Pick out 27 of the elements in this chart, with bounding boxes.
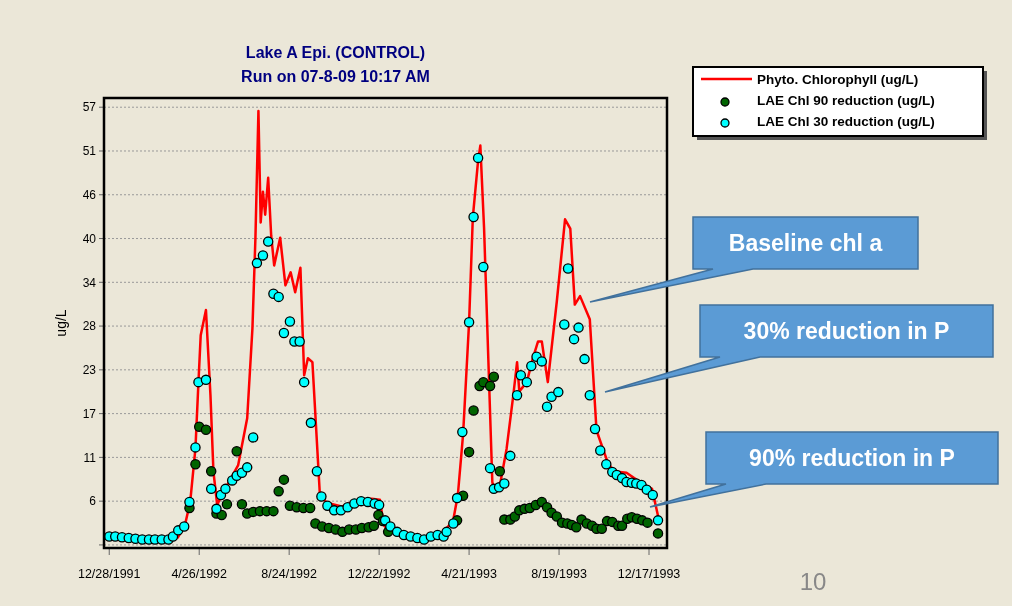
y-tick-label: 28 xyxy=(82,319,97,334)
legend-label: Phyto. Chlorophyll (ug/L) xyxy=(757,71,919,87)
y-tick-label: 11 xyxy=(83,450,97,465)
y-axis-title: ug/L xyxy=(53,309,69,337)
x-tick-label: 8/24/1992 xyxy=(261,567,318,581)
text: 10 xyxy=(799,568,827,595)
y-tick-label: 51 xyxy=(82,144,97,159)
x-tick-label: 4/26/1992 xyxy=(171,567,228,581)
text: Baseline chl a xyxy=(728,230,883,257)
y-tick-label: 23 xyxy=(82,363,97,378)
legend-label: LAE Chl 90 reduction (ug/L) xyxy=(757,92,935,108)
y-tick-label: 34 xyxy=(82,275,97,290)
y-tick-label: 57 xyxy=(82,100,97,115)
chart-subtitle: Run on 07-8-09 10:17 AM xyxy=(241,68,430,85)
y-tick-label: 46 xyxy=(82,187,97,202)
y-tick-label: 17 xyxy=(82,406,97,421)
y-tick-label: 6 xyxy=(89,494,97,509)
x-tick-label: 12/17/1993 xyxy=(617,567,681,581)
y-tick-label: 40 xyxy=(82,231,97,246)
x-tick-label: 8/19/1993 xyxy=(531,567,587,581)
x-tick-label: 12/22/1992 xyxy=(347,567,411,581)
x-tick-label: 12/28/1991 xyxy=(77,567,141,581)
legend-label: LAE Chl 30 reduction (ug/L) xyxy=(757,113,935,129)
text: 30% reduction in P xyxy=(743,318,950,345)
text: 90% reduction in P xyxy=(749,445,955,472)
x-tick-label: 4/21/1993 xyxy=(441,567,497,581)
chart-title: Lake A Epi. (CONTROL) xyxy=(245,44,426,61)
